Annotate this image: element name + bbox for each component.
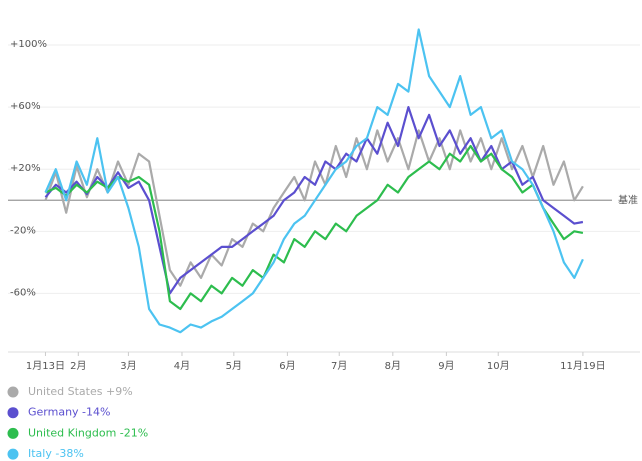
x-tick-label: 7月 <box>331 360 347 372</box>
x-tick-label: 3月 <box>120 360 136 372</box>
legend-marker <box>7 386 19 398</box>
legend-marker <box>7 427 19 439</box>
series-line <box>45 144 584 311</box>
x-tick-label: 8月 <box>385 360 401 372</box>
legend-label: United States +9% <box>28 385 133 398</box>
x-tick-label: 10月 <box>487 360 510 372</box>
baseline-label: 基准 <box>618 193 638 206</box>
x-tick-label: 1月13日 <box>26 360 65 372</box>
y-tick-label: +100% <box>10 39 47 50</box>
x-tick-label: 4月 <box>174 360 190 372</box>
x-tick-label: 2月 <box>70 360 86 372</box>
series-line <box>44 28 584 334</box>
y-tick-label: +60% <box>10 101 41 112</box>
legend-label: Germany -14% <box>28 406 110 419</box>
x-tick-label: 11月19日 <box>560 360 605 372</box>
x-tick-label: 9月 <box>438 360 454 372</box>
legend-label: United Kingdom -21% <box>28 426 148 439</box>
y-tick-label: -20% <box>10 225 36 236</box>
legend-label: Italy -38% <box>28 447 84 460</box>
x-tick-label: 5月 <box>226 360 242 372</box>
y-tick-label: -60% <box>10 287 36 298</box>
y-tick-label: +20% <box>10 163 41 174</box>
series-line <box>44 106 584 295</box>
legend-marker <box>7 448 19 460</box>
series-line <box>44 129 584 287</box>
legend-marker <box>7 407 19 419</box>
x-tick-label: 6月 <box>279 360 295 372</box>
